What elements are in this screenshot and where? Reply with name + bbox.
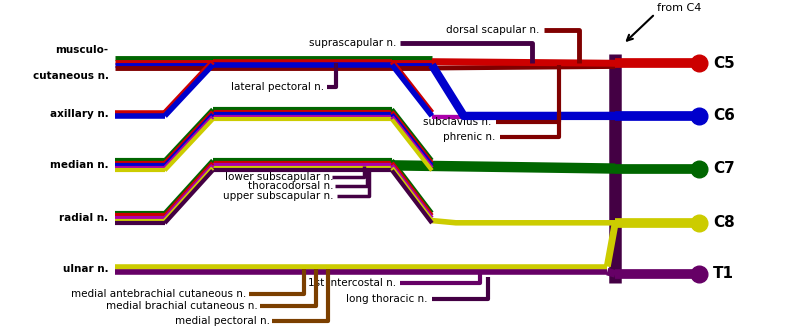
- Text: medial pectoral n.: medial pectoral n.: [175, 316, 270, 326]
- Text: medial antebrachial cutaneous n.: medial antebrachial cutaneous n.: [71, 289, 246, 298]
- Text: cutaneous n.: cutaneous n.: [33, 71, 109, 81]
- Text: upper subscapular n.: upper subscapular n.: [222, 191, 333, 201]
- Text: suprascapular n.: suprascapular n.: [309, 38, 396, 48]
- Text: C6: C6: [714, 109, 735, 123]
- Text: median n.: median n.: [50, 160, 109, 170]
- Text: 1st intercostal n.: 1st intercostal n.: [308, 278, 396, 288]
- Text: lateral pectoral n.: lateral pectoral n.: [231, 82, 324, 92]
- Text: ulnar n.: ulnar n.: [63, 264, 109, 274]
- Text: thoracodorsal n.: thoracodorsal n.: [247, 181, 333, 191]
- Text: T1: T1: [714, 266, 734, 281]
- Text: radial n.: radial n.: [59, 213, 109, 223]
- Text: from C4: from C4: [657, 3, 701, 13]
- Text: lower subscapular n.: lower subscapular n.: [225, 172, 333, 181]
- Text: musculo-: musculo-: [55, 45, 109, 55]
- Text: C5: C5: [714, 56, 735, 71]
- Text: C8: C8: [714, 215, 735, 230]
- Text: subclavius n.: subclavius n.: [423, 117, 492, 127]
- Text: axillary n.: axillary n.: [50, 109, 109, 119]
- Text: long thoracic n.: long thoracic n.: [346, 294, 428, 304]
- Text: medial brachial cutaneous n.: medial brachial cutaneous n.: [106, 301, 258, 311]
- Text: dorsal scapular n.: dorsal scapular n.: [446, 25, 539, 35]
- Text: phrenic n.: phrenic n.: [443, 132, 496, 142]
- Text: C7: C7: [714, 161, 735, 176]
